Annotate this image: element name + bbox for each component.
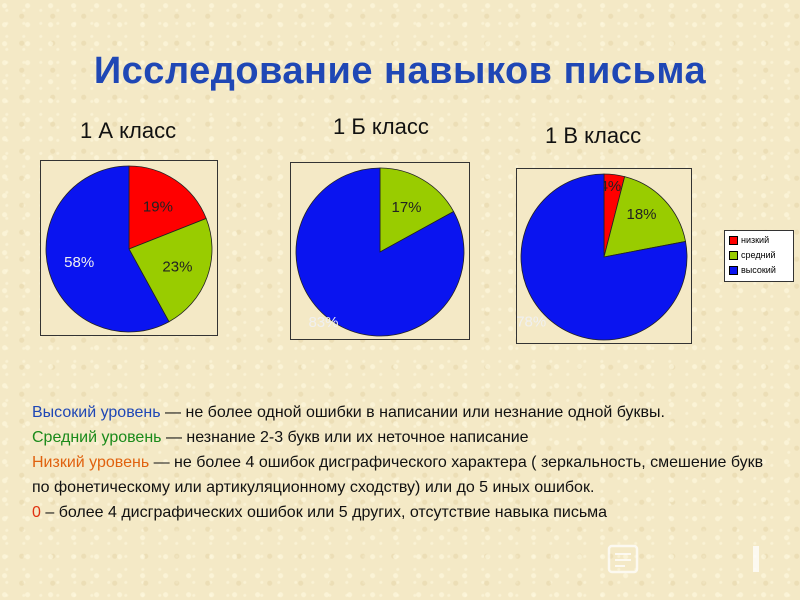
desc-zero: 0 – более 4 дисграфических ошибок или 5 … [32, 500, 772, 525]
chart-1-title: 1 А класс [80, 118, 177, 143]
legend-swatch-medium [729, 251, 738, 261]
chart-2-title: 1 Б класс [333, 114, 429, 139]
legend-label-medium: средний [741, 250, 776, 260]
chart-2-slice-medium [379, 167, 455, 253]
desc-medium-text: — незнание 2-3 букв или их неточное напи… [161, 429, 529, 446]
chart-2-label-medium: 17% [391, 199, 421, 216]
chart-2-frame: 17% 83% [290, 162, 470, 340]
legend-item-high: высокий [729, 264, 776, 276]
page-title: Исследование навыков письма [93, 50, 707, 92]
chart-1-label-high: 58% [64, 254, 94, 271]
desc-high-term: Высокий уровень [32, 404, 161, 421]
desc-high: Высокий уровень — не более одной ошибки … [32, 400, 772, 425]
legend-item-low: низкий [729, 234, 769, 246]
desc-medium: Средний уровень — незнание 2-3 букв или … [32, 425, 772, 450]
desc-low-term: Низкий уровень [32, 454, 150, 471]
chart-3-label-medium: 18% [626, 206, 656, 223]
desc-medium-term: Средний уровень [32, 429, 162, 446]
level-descriptions: Высокий уровень — не более одной ошибки … [32, 400, 772, 525]
desc-zero-term: 0 [32, 504, 41, 521]
desc-low-text: — не более 4 ошибок дисграфического хара… [32, 454, 764, 496]
chart-1-slice-high [45, 165, 170, 333]
chart-3-frame: 4% 18% 78% [516, 168, 692, 344]
chart-3-slice-medium [603, 176, 686, 258]
desc-low: Низкий уровень — не более 4 ошибок дисгр… [32, 450, 772, 500]
legend-swatch-high [729, 266, 738, 276]
chart-legend: низкий средний высокий [724, 230, 794, 282]
desc-zero-text: – более 4 дисграфических ошибок или 5 др… [40, 504, 608, 521]
chart-1-pie: 19% 23% 58% [45, 165, 213, 333]
chart-1-slice-medium [128, 217, 213, 323]
desc-high-text: — не более одной ошибки в написании или … [165, 404, 665, 421]
chart-1-label-low: 19% [143, 198, 173, 215]
chart-2-pie: 17% 83% [295, 167, 465, 337]
chart-3-pie: 4%18% 78% [517, 173, 688, 341]
chart-3-label-high: 78% [517, 314, 546, 331]
legend-item-medium: средний [729, 249, 776, 261]
chart-1-slice-low [128, 165, 207, 250]
chart-2-label-high: 83% [308, 314, 338, 331]
chart-1-label-medium: 23% [162, 258, 192, 275]
legend-swatch-low [729, 236, 738, 246]
chart-2-slice-high [295, 167, 465, 337]
chart-3-slice-high [520, 173, 688, 341]
watermark-logo-icon [607, 544, 759, 574]
chart-3-label-low: 4% [600, 178, 622, 195]
chart-1-frame: 19% 23% 58% [40, 160, 218, 336]
legend-label-low: низкий [741, 235, 770, 245]
chart-3-title: 1 В класс [545, 123, 642, 148]
legend-label-high: высокий [741, 265, 776, 275]
